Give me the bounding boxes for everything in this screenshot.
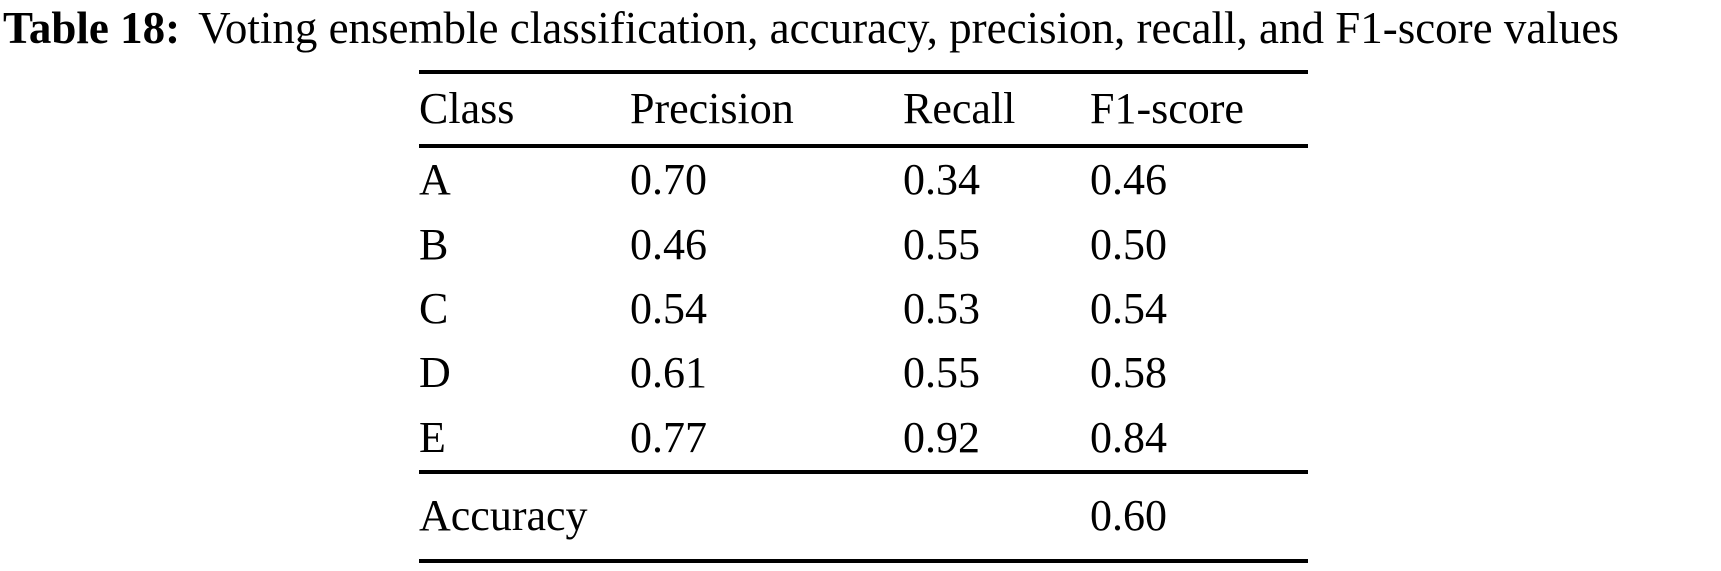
column-header-f1-score: F1-score: [1090, 84, 1244, 133]
table-row-class-b: B 0.46 0.55 0.50: [419, 212, 1308, 276]
table-row-class-c: C 0.54 0.53 0.54: [419, 277, 1308, 341]
table-caption: Table 18: Voting ensemble classification,…: [3, 2, 1619, 54]
table-row-class-e: E 0.77 0.92 0.84: [419, 406, 1308, 470]
table-header-row: Class Precision Recall F1-score: [419, 74, 1308, 144]
table-top-rule: [419, 70, 1308, 74]
table-mid-rule: [419, 469, 1308, 474]
table-bottom-rule: [419, 558, 1308, 563]
column-header-recall: Recall: [903, 84, 1016, 133]
table-header-rule: [419, 144, 1308, 148]
f1-score-value: 0.46: [1090, 155, 1167, 205]
recall-value: 0.53: [903, 283, 980, 333]
column-header-precision: Precision: [630, 84, 794, 133]
accuracy-value: 0.60: [1090, 491, 1167, 541]
f1-score-value: 0.84: [1090, 412, 1167, 462]
recall-value: 0.55: [903, 348, 980, 398]
table-caption-label: Table 18:: [3, 3, 181, 53]
precision-value: 0.77: [630, 412, 707, 462]
column-header-class: Class: [419, 84, 515, 133]
results-table: Class Precision Recall F1-score A 0.70 0…: [419, 70, 1308, 563]
class-label: E: [419, 412, 446, 462]
f1-score-value: 0.54: [1090, 283, 1167, 333]
precision-value: 0.54: [630, 283, 707, 333]
class-label: D: [419, 348, 451, 398]
class-label: A: [419, 155, 451, 205]
precision-value: 0.70: [630, 155, 707, 205]
table-caption-text: Voting ensemble classification, accuracy…: [198, 3, 1619, 53]
f1-score-value: 0.50: [1090, 219, 1167, 269]
table-row-class-d: D 0.61 0.55 0.58: [419, 341, 1308, 405]
recall-value: 0.34: [903, 155, 980, 205]
class-label: B: [419, 219, 449, 269]
f1-score-value: 0.58: [1090, 348, 1167, 398]
accuracy-label: Accuracy: [419, 491, 588, 541]
precision-value: 0.61: [630, 348, 707, 398]
recall-value: 0.92: [903, 412, 980, 462]
table-footer-row: Accuracy 0.60: [419, 474, 1308, 559]
class-label: C: [419, 283, 449, 333]
table-row-class-a: A 0.70 0.34 0.46: [419, 148, 1308, 212]
recall-value: 0.55: [903, 219, 980, 269]
precision-value: 0.46: [630, 219, 707, 269]
